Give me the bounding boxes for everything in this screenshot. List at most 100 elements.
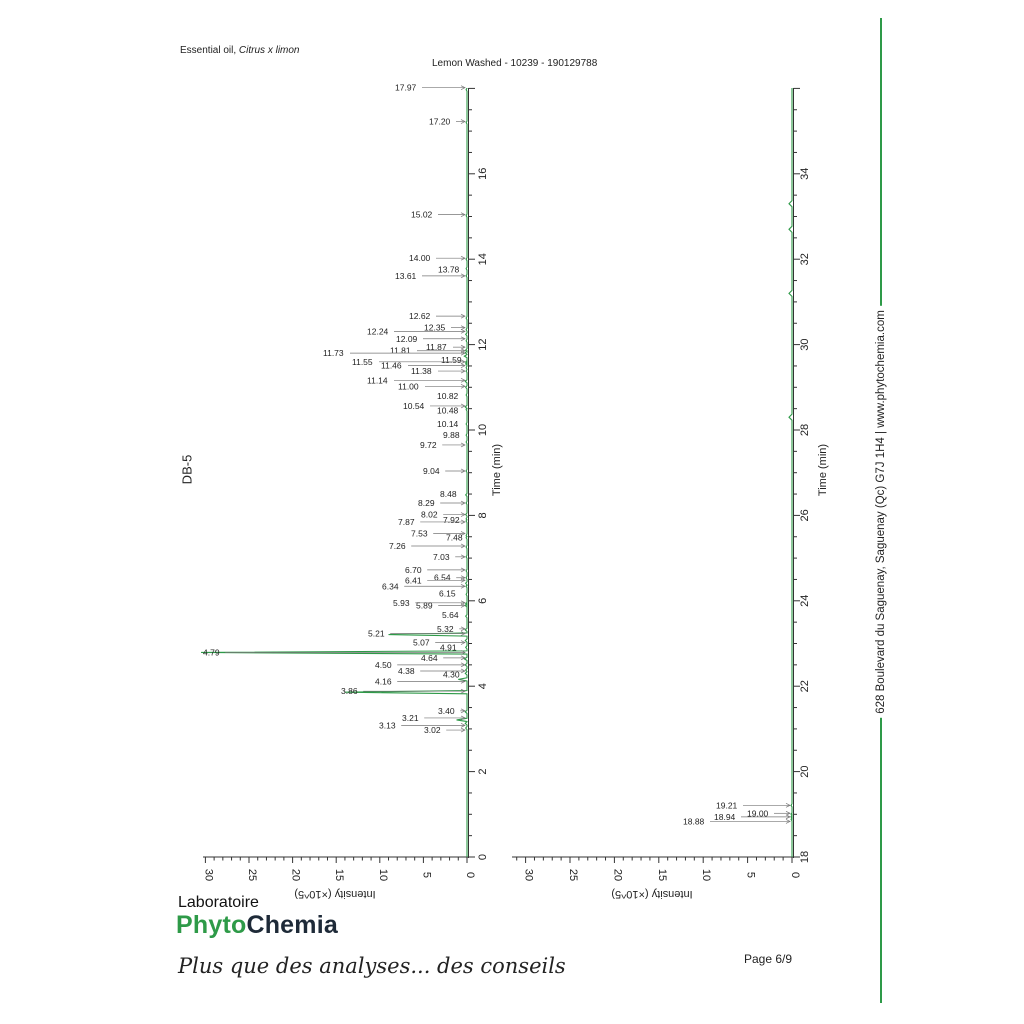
peak-label: 11.38: [411, 366, 432, 376]
peak-arrow-head: [785, 803, 791, 808]
intensity-tick-label: 10: [377, 869, 389, 881]
intensity-axis-title: Intensity (×10^5): [611, 888, 692, 900]
peak-label: 18.88: [683, 816, 705, 826]
page-number: Page 6/9: [744, 952, 793, 966]
peak-label: 6.34: [382, 581, 399, 591]
peak-arrow-head: [460, 715, 466, 721]
peak-arrow-head: [460, 85, 466, 90]
time-tick-label: 34: [799, 168, 811, 180]
peak-label: 10.54: [403, 401, 425, 411]
peak-label: 13.78: [438, 265, 460, 275]
peak-arrow-head: [460, 273, 466, 279]
peak-arrow-head: [460, 359, 466, 365]
peak-label: 19.00: [747, 808, 769, 818]
peak-label: 8.29: [418, 498, 435, 508]
peak-label: 4.50: [375, 660, 392, 670]
peak-label: 11.00: [398, 381, 419, 391]
peak-arrow-head: [460, 119, 466, 124]
sample-name-prefix: Essential oil,: [180, 45, 239, 56]
peak-label: 6.15: [439, 588, 456, 598]
peak-label: 7.87: [398, 517, 415, 527]
peak-label: 3.40: [438, 706, 455, 716]
peak-label: 17.97: [395, 83, 417, 93]
peak-arrow-head: [460, 668, 466, 674]
peak-arrow-head: [785, 819, 791, 824]
intensity-tick-label: 25: [567, 869, 579, 881]
peak-label: 19.21: [716, 800, 738, 810]
peak-arrow-head: [460, 519, 466, 525]
lab-address: 628 Boulevard du Saguenay, Saguenay (Qc)…: [875, 306, 887, 718]
logo-chemia: Chemia: [246, 911, 338, 939]
peak-label: 4.91: [440, 642, 457, 652]
sample-name: Essential oil, Citrus x limon: [180, 45, 300, 56]
peak-arrow-head: [460, 650, 466, 655]
peak-label: 7.03: [433, 552, 450, 562]
logo-phytochemia: PhytoChemia: [176, 911, 338, 940]
peak-label: 11.14: [367, 375, 388, 385]
time-tick-label: 10: [477, 424, 489, 436]
time-axis-title: Time (min): [491, 444, 503, 496]
time-tick-label: 30: [799, 338, 811, 350]
chromatogram-trace: [201, 87, 468, 857]
time-tick-label: 26: [799, 509, 811, 521]
peak-label: 15.02: [411, 210, 433, 220]
peak-arrow-head: [460, 577, 466, 583]
peak-label: 5.07: [413, 638, 430, 648]
peak-arrow-head: [460, 383, 466, 389]
peak-label: 10.82: [437, 391, 459, 401]
peak-label: 4.30: [443, 669, 460, 679]
peak-arrow-head: [460, 255, 466, 261]
intensity-tick-label: 0: [464, 872, 476, 878]
chromatogram-trace: [788, 88, 793, 857]
peak-arrow-head: [460, 325, 466, 330]
peak-arrow-head: [460, 662, 466, 668]
intensity-tick-label: 30: [523, 869, 535, 881]
peak-arrow-head: [785, 810, 791, 816]
peak-arrow-head: [460, 543, 466, 549]
peak-label: 10.48: [437, 406, 459, 416]
peak-arrow-head: [460, 329, 466, 334]
peak-label: 5.89: [416, 600, 433, 610]
peak-arrow-head: [460, 655, 466, 661]
peak-arrow-head: [460, 313, 466, 319]
peak-label: 3.02: [424, 725, 441, 735]
peak-label: 3.86: [341, 686, 358, 696]
time-tick-label: 4: [477, 683, 489, 689]
peak-label: 12.62: [409, 311, 431, 321]
intensity-tick-label: 20: [611, 869, 623, 881]
peak-label: 18.94: [714, 812, 736, 822]
peak-label: 12.09: [396, 334, 418, 344]
time-axis-title: Time (min): [817, 444, 829, 496]
peak-label: 11.87: [426, 342, 447, 352]
peak-arrow-head: [460, 212, 466, 217]
peak-arrow-head: [460, 500, 466, 506]
peak-arrow-head: [460, 640, 466, 645]
peak-arrow-head: [460, 368, 466, 374]
peak-label: 8.48: [440, 489, 457, 499]
intensity-tick-label: 5: [745, 872, 757, 878]
peak-label: 4.79: [203, 647, 220, 657]
peak-label: 6.54: [434, 573, 451, 583]
time-tick-label: 8: [477, 512, 489, 518]
peak-label: 5.93: [393, 598, 410, 608]
time-tick-label: 28: [799, 424, 811, 436]
peak-label: 11.55: [352, 357, 373, 367]
peak-arrow-head: [460, 723, 466, 728]
peak-arrow-head: [460, 350, 466, 356]
logo-phyto: Phyto: [176, 911, 247, 939]
peak-label: 9.04: [423, 466, 440, 476]
time-tick-label: 2: [477, 769, 489, 775]
peak-arrow-head: [460, 727, 466, 733]
peak-label: 5.32: [437, 624, 454, 634]
intensity-axis-title: Intensity (×10^5): [294, 888, 375, 900]
peak-arrow-head: [460, 554, 466, 560]
peak-label: 11.59: [441, 355, 462, 365]
peak-label: 6.41: [405, 575, 422, 585]
peak-arrow-head: [460, 626, 466, 632]
time-tick-label: 16: [477, 168, 489, 180]
peak-label: 9.72: [420, 440, 437, 450]
sample-name-species: Citrus x limon: [238, 45, 300, 56]
peak-label: 3.13: [379, 720, 396, 730]
peak-arrow-head: [460, 378, 466, 383]
peak-arrow-head: [460, 631, 466, 636]
